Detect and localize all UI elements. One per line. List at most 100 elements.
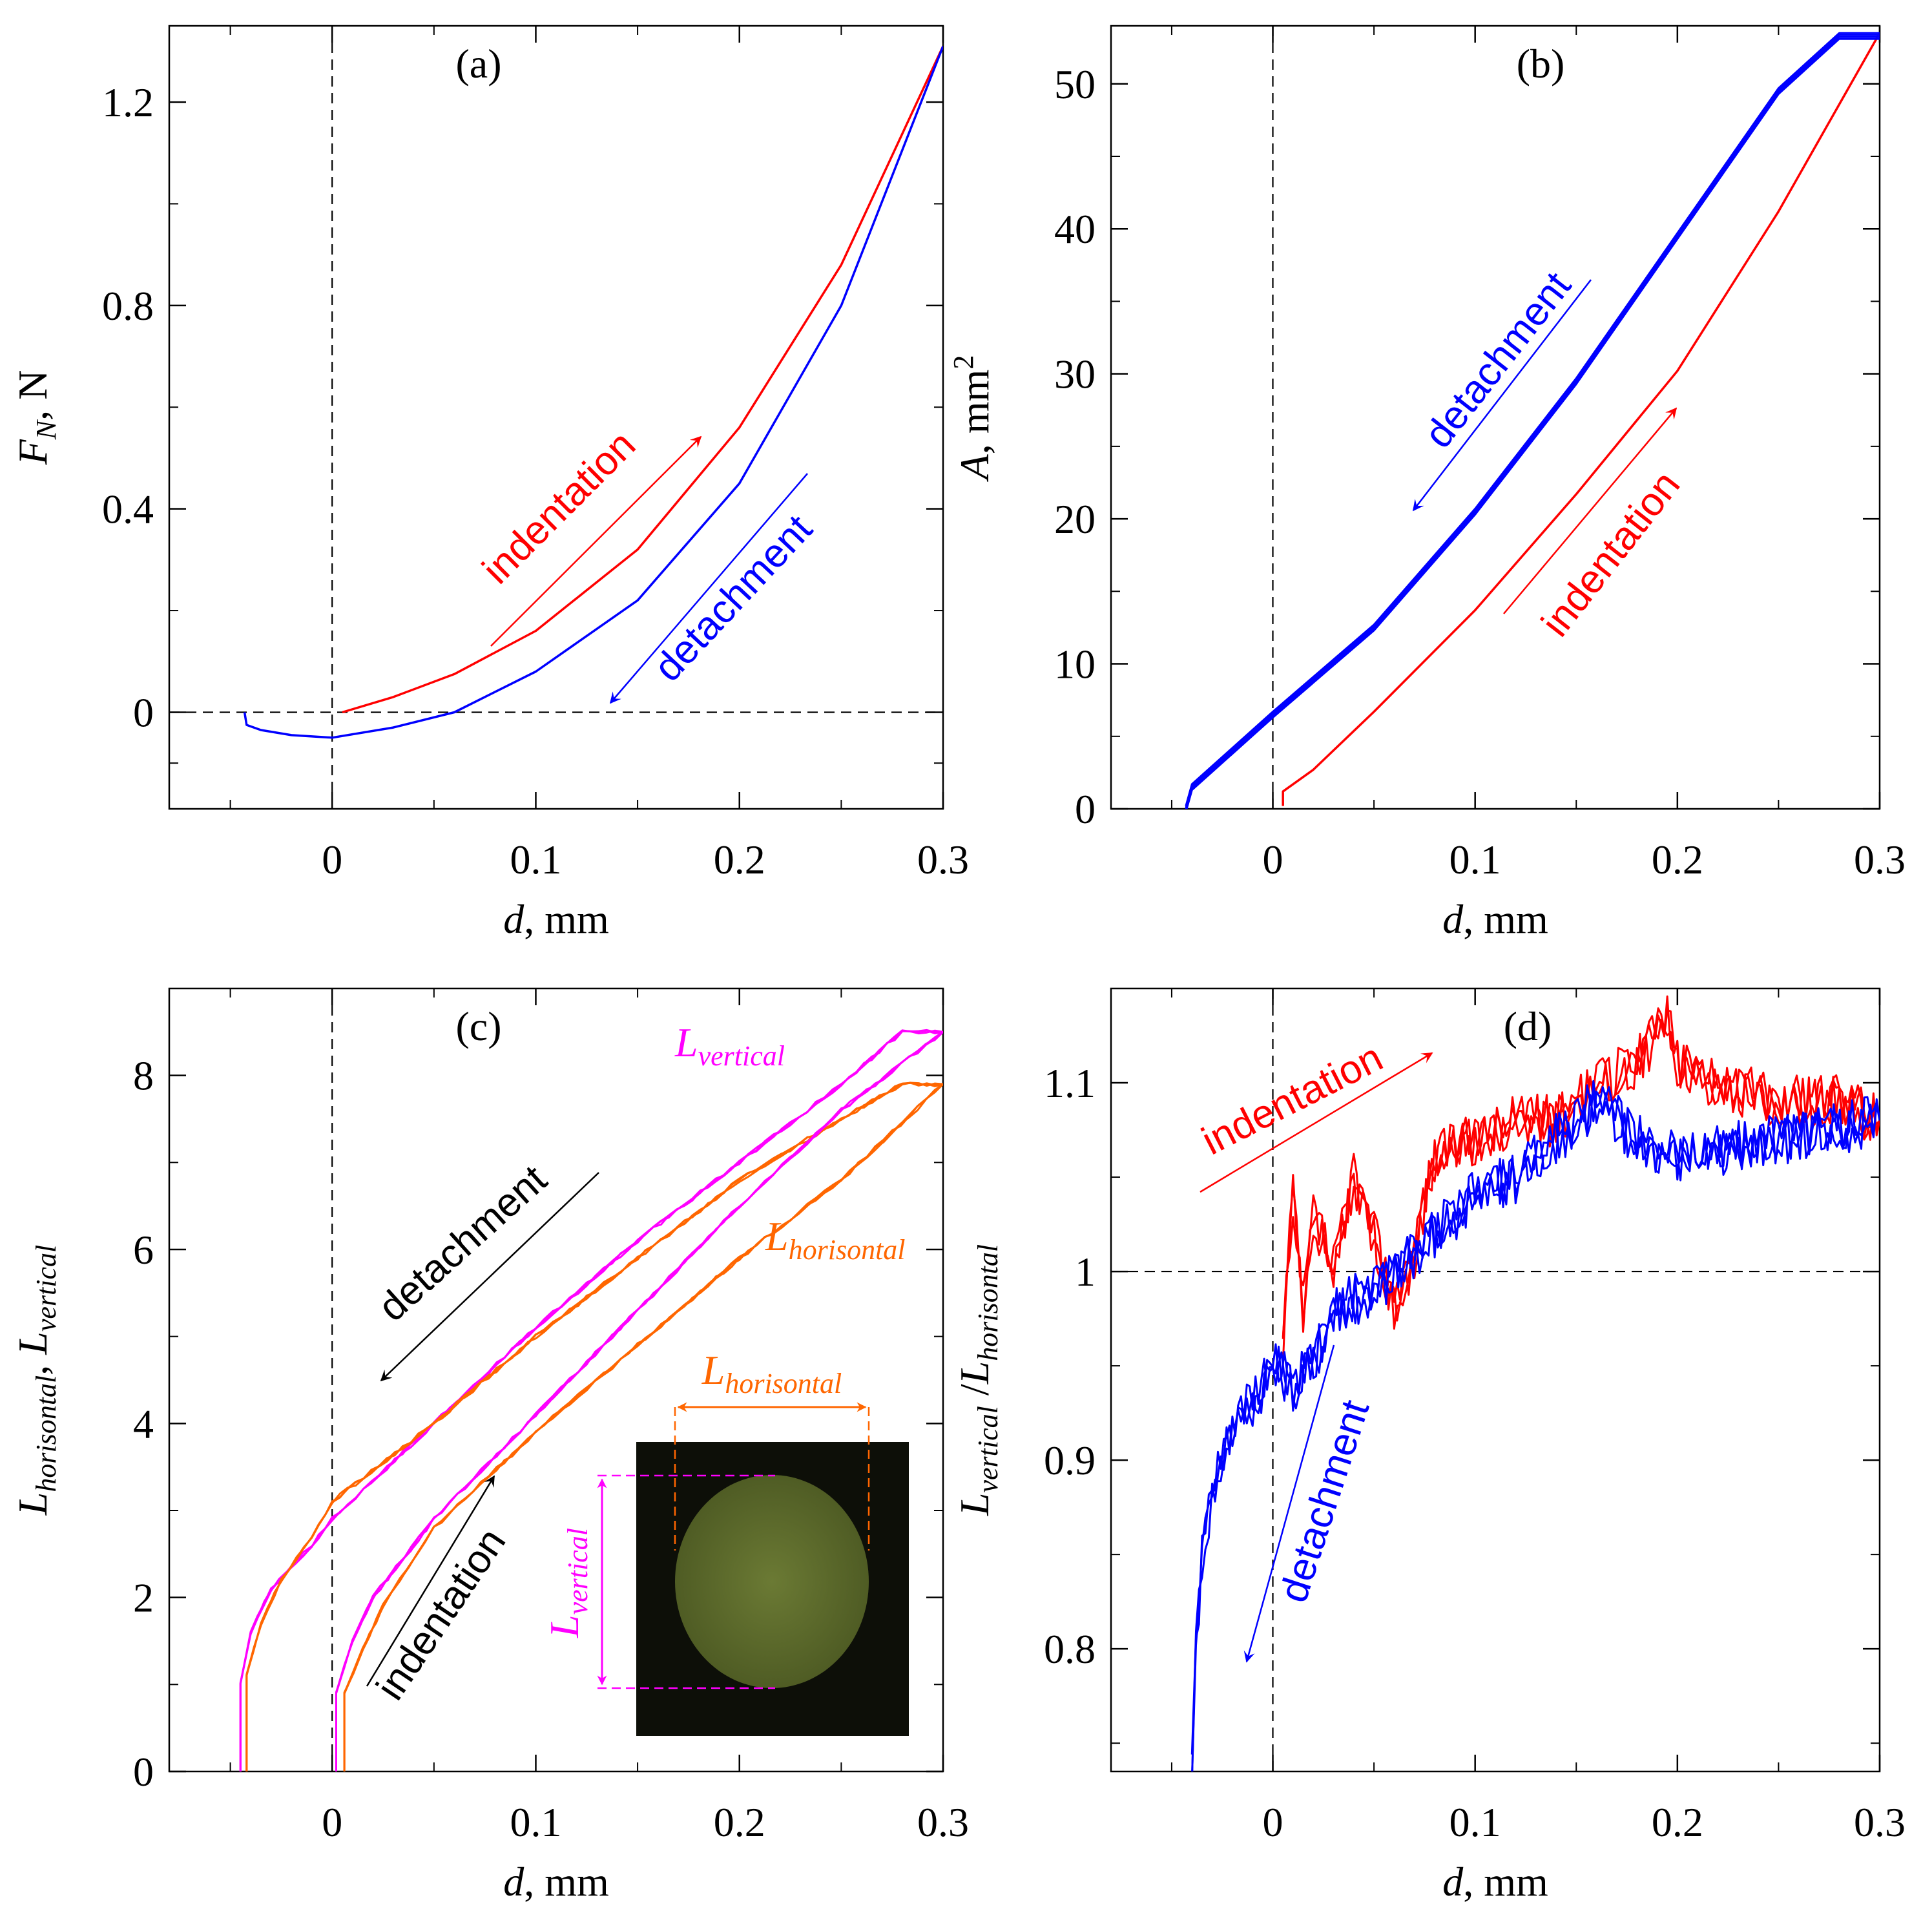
inset-photo: Lhorisontal Lvertical: [541, 1347, 909, 1736]
y-tick-label: 1: [1075, 1249, 1096, 1295]
series-line-detachment: [1190, 1080, 1880, 1755]
inset-v-label: Lvertical: [541, 1528, 594, 1638]
annotation-text: indentation: [1533, 463, 1688, 645]
x-tick-label: 0.2: [1652, 1799, 1703, 1845]
curve-label-var: L: [674, 1019, 698, 1065]
annotation-indentation: indentation: [1503, 407, 1688, 645]
y-tick-label: 0: [133, 689, 154, 735]
y-tick-label: 40: [1054, 206, 1096, 252]
x-tick-label: 0.1: [510, 1799, 561, 1845]
series-line-indentation: [1282, 32, 1880, 806]
curve-label-sub: vertical: [698, 1040, 785, 1072]
series-group: [239, 1029, 943, 1771]
y-axis-var2: L: [10, 1332, 56, 1355]
y-tick-label: 8: [133, 1053, 154, 1099]
curve-label-vertical: Lvertical: [674, 1019, 785, 1072]
series-line-detachment: [1191, 1084, 1880, 1771]
annotation-detachment: detachment: [609, 473, 821, 704]
y-tick-label: 6: [133, 1227, 154, 1273]
x-axis-var: d: [503, 896, 525, 942]
y-axis-sub: N: [30, 419, 62, 440]
y-axis-sep: ,: [10, 1355, 56, 1375]
inset-h-label: Lhorisontal: [701, 1347, 842, 1399]
annotation-detachment: detachment: [370, 1157, 599, 1382]
x-tick-label: 0.1: [1449, 1799, 1501, 1845]
annotation-indentation: indentation: [366, 1475, 515, 1708]
x-tick-label: 0.2: [1652, 837, 1703, 883]
y-tick-label: 0.9: [1044, 1437, 1096, 1483]
series-line-indentation: [342, 45, 943, 714]
annotation-arrow: [1503, 407, 1678, 614]
series-line-detachment: [243, 45, 943, 739]
y-tick-label: 20: [1054, 496, 1096, 542]
x-axis-var: d: [1442, 896, 1464, 942]
inset-h-var: L: [701, 1347, 725, 1393]
y-axis-var1: L: [10, 1492, 56, 1516]
y-tick-label: 0: [1075, 786, 1096, 832]
series-line-detachment: [1185, 36, 1880, 809]
panel-label: (c): [455, 1003, 501, 1049]
x-axis-unit: , mm: [1463, 896, 1548, 942]
x-tick-label: 0.2: [714, 1799, 765, 1845]
annotation-text: detachment: [1271, 1395, 1378, 1607]
annotation-text: detachment: [370, 1157, 556, 1330]
y-tick-label: 1.2: [102, 79, 154, 125]
x-axis-unit: , mm: [524, 896, 609, 942]
x-tick-label: 0.3: [917, 837, 969, 883]
panel-label: (b): [1517, 41, 1565, 87]
x-axis-label: d, mm: [503, 896, 609, 942]
y-axis-unit: , mm: [951, 370, 997, 455]
x-axis-label: d, mm: [503, 1859, 609, 1905]
series-group: [243, 45, 943, 739]
panel-label: (d): [1504, 1003, 1552, 1049]
y-axis-sub1: horisontal: [30, 1375, 62, 1492]
y-axis-sub1: vertical: [972, 1406, 1004, 1492]
y-tick-label: 30: [1054, 351, 1096, 397]
y-axis-var: F: [10, 439, 56, 465]
y-axis-var2: L: [951, 1361, 997, 1385]
contact-spot: [675, 1475, 869, 1688]
inset-v-var: L: [541, 1614, 587, 1638]
plot-frame: [1110, 987, 1881, 1773]
y-axis-unit: , N: [10, 370, 56, 421]
x-axis-unit: , mm: [1463, 1859, 1548, 1905]
y-axis-label: FN, N: [10, 370, 62, 466]
y-tick-label: 0.8: [102, 283, 154, 329]
x-axis-var: d: [1442, 1859, 1464, 1905]
annotation-text: indentation: [474, 423, 644, 592]
x-axis-label: d, mm: [1442, 896, 1548, 942]
y-tick-label: 0.8: [1044, 1626, 1096, 1672]
annotation-text: detachment: [645, 507, 820, 690]
annotation-text: detachment: [1416, 264, 1580, 456]
x-tick-label: 0: [322, 1799, 342, 1845]
annotation-arrow: [1412, 279, 1592, 512]
annotation-indentation: indentation: [474, 423, 702, 647]
x-tick-label: 0.3: [1854, 837, 1906, 883]
x-tick-label: 0.1: [510, 837, 561, 883]
y-tick-label: 50: [1054, 61, 1096, 107]
annotation-text: indentation: [368, 1520, 515, 1708]
series-line-detachment: [1185, 37, 1880, 809]
panel-label: (a): [455, 41, 501, 87]
series-line-detachment: [1185, 32, 1880, 806]
y-tick-label: 10: [1054, 642, 1096, 687]
plot-frame: [1110, 25, 1881, 810]
y-axis-sup: 2: [948, 355, 979, 370]
annotation-arrow: [380, 1172, 599, 1382]
y-axis-sep: /: [951, 1384, 997, 1406]
x-tick-label: 0.1: [1449, 837, 1501, 883]
y-axis-label: A, mm2: [948, 355, 997, 483]
plot-frame: [168, 25, 944, 810]
y-tick-label: 2: [133, 1575, 154, 1621]
series-group: [1190, 995, 1880, 1771]
panel-a: 0 0.1 0.2 0.3 0 0.4 0.8 1.2 (a) d, mm FN, N indenta…: [10, 25, 969, 942]
y-tick-label: 0: [133, 1749, 154, 1795]
annotation-arrow: [490, 435, 702, 647]
y-axis-sub2: horisontal: [972, 1244, 1004, 1361]
inset-h-sub: horisontal: [725, 1368, 842, 1399]
y-tick-label: 0.4: [102, 486, 154, 532]
series-group: [1185, 32, 1880, 809]
